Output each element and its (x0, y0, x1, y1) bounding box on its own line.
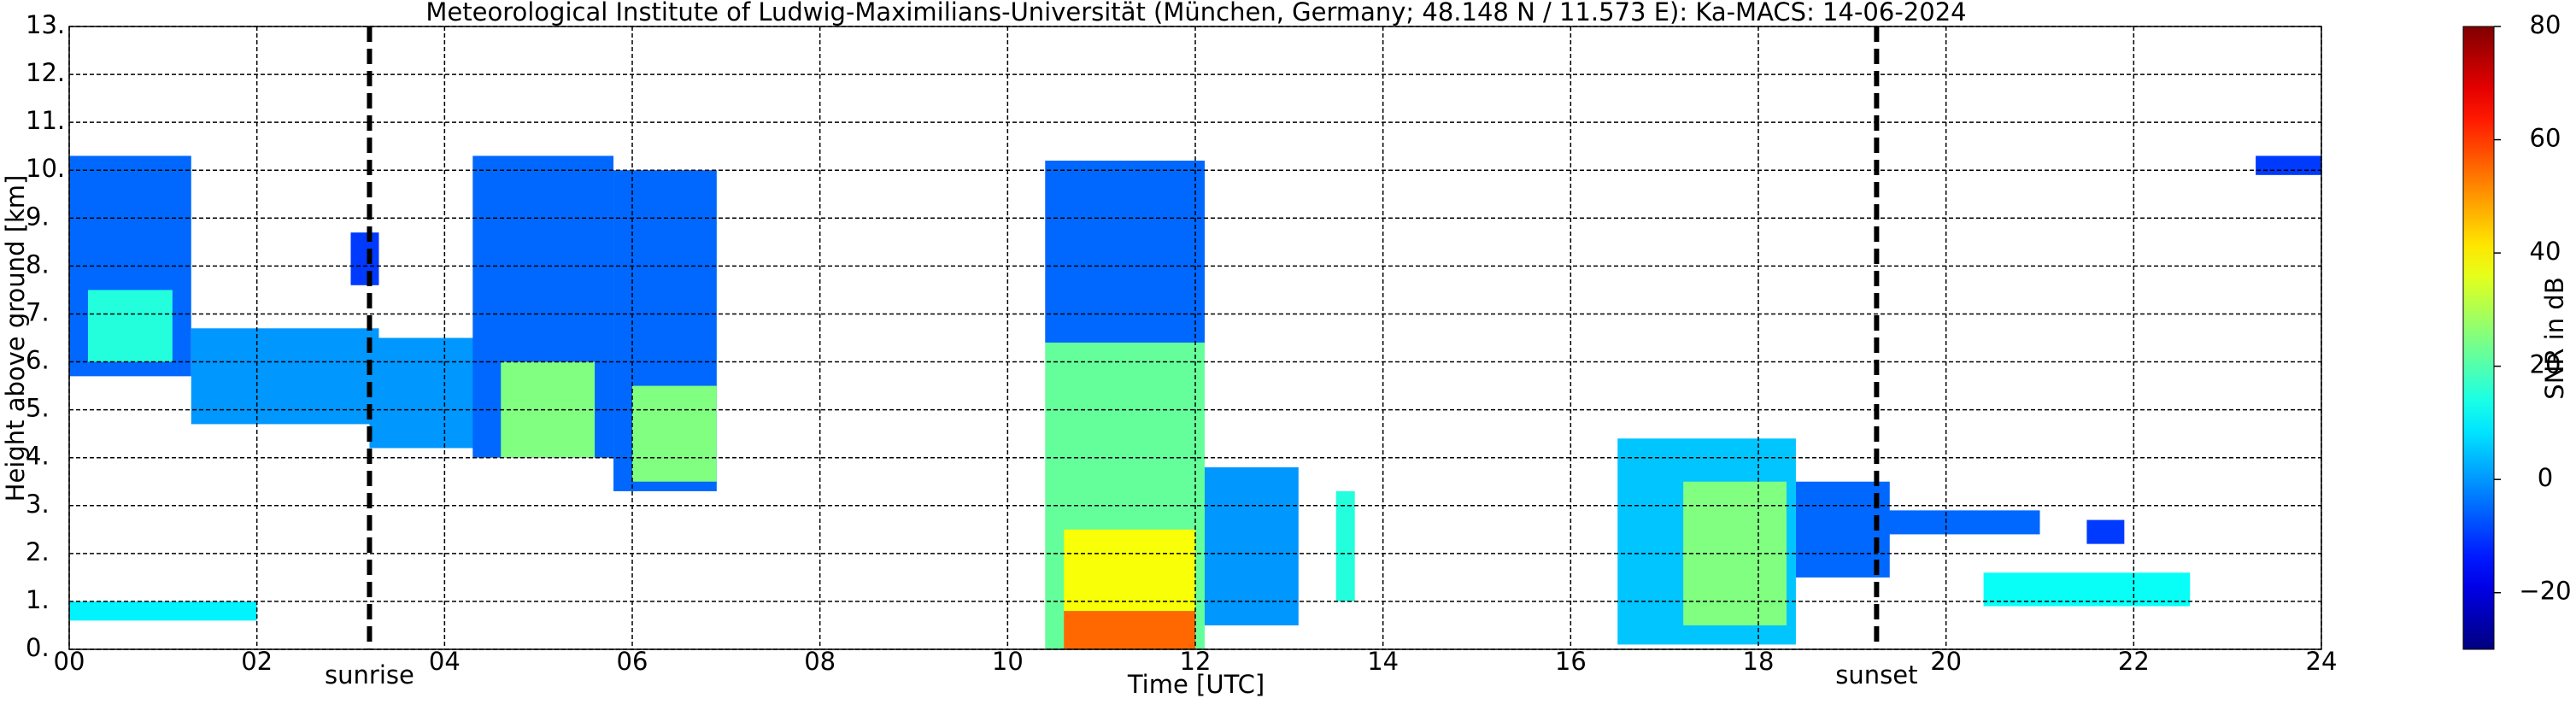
x-tick-label: 22 (2118, 647, 2150, 676)
x-tick-label: 20 (1930, 647, 1962, 676)
event-label: sunset (1835, 660, 1917, 689)
echo (2256, 155, 2321, 175)
event-label: sunrise (325, 660, 414, 689)
x-tick-label: 24 (2306, 647, 2338, 676)
colorbar-tick-label: 40 (2530, 237, 2561, 266)
x-tick-label: 00 (54, 647, 85, 676)
colorbar (2462, 26, 2495, 650)
y-tick-label: 2. (26, 537, 50, 566)
x-tick-label: 02 (241, 647, 273, 676)
echo (1064, 611, 1195, 649)
echo (632, 385, 717, 482)
echo (1983, 572, 2191, 607)
y-tick-label: 0. (26, 633, 50, 662)
colorbar-tick-label: 60 (2530, 124, 2561, 153)
x-tick-label: 10 (992, 647, 1024, 676)
colorbar-tick-label: 20 (2530, 350, 2561, 379)
x-tick-label: 12 (1180, 647, 1212, 676)
echo (69, 601, 257, 621)
colorbar-label: SNR in dB (2540, 277, 2569, 399)
y-tick-label: 6. (26, 346, 50, 375)
y-tick-label: 12. (26, 58, 65, 87)
echo (1204, 466, 1299, 625)
x-axis-label: Time [UTC] (1127, 670, 1265, 699)
y-tick-label: 10. (26, 154, 65, 183)
echo (87, 290, 173, 362)
x-tick-label: 04 (429, 647, 461, 676)
plot-frame (68, 26, 2322, 650)
y-axis-label: Height above ground [km] (1, 175, 30, 502)
y-tick-label: 3. (26, 490, 50, 519)
echo (350, 232, 379, 285)
y-tick-label: 13. (26, 10, 65, 39)
echo (1335, 490, 1355, 601)
y-tick-label: 1. (26, 585, 50, 614)
y-tick-label: 5. (26, 394, 50, 423)
echo (1064, 529, 1195, 612)
echo (1045, 161, 1205, 343)
x-tick-label: 16 (1555, 647, 1587, 676)
x-tick-label: 06 (617, 647, 648, 676)
echo (1870, 510, 2040, 535)
y-tick-label: 7. (26, 297, 50, 326)
y-tick-label: 8. (26, 249, 50, 279)
echo (2086, 519, 2125, 544)
y-tick-label: 9. (26, 202, 50, 231)
colorbar-tick-label: 80 (2530, 10, 2561, 39)
x-tick-label: 14 (1367, 647, 1399, 676)
echo (1683, 481, 1787, 625)
y-tick-label: 11. (26, 106, 65, 135)
echo (191, 328, 379, 425)
x-tick-label: 08 (804, 647, 836, 676)
colorbar-tick-label: −20 (2519, 577, 2571, 606)
chart-title: Meteorological Institute of Ludwig-Maxim… (425, 0, 1966, 26)
x-tick-label: 18 (1743, 647, 1775, 676)
y-tick-label: 4. (26, 442, 50, 471)
colorbar-tick-label: 0 (2538, 463, 2553, 492)
